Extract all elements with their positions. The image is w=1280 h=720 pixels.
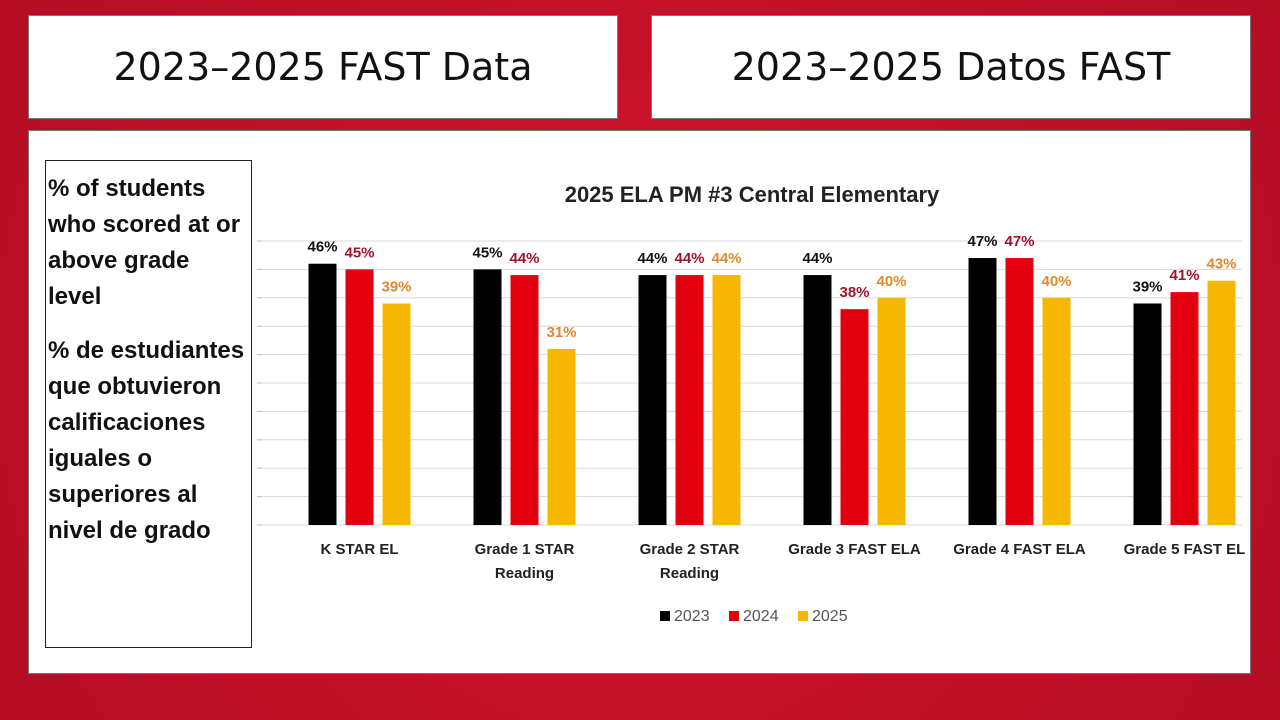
value-label: 40% <box>876 273 906 290</box>
value-label: 44% <box>637 250 667 267</box>
value-label: 43% <box>1206 256 1236 273</box>
value-label: 46% <box>307 239 337 256</box>
sidebar-spanish: % de estudiantes que obtuvieron califica… <box>48 337 245 544</box>
bar <box>382 303 411 525</box>
bar <box>1207 280 1236 525</box>
title-box: 2023–2025 Datos FAST <box>651 15 1251 119</box>
legend-label: 2023 <box>674 608 710 625</box>
bar <box>1170 292 1199 525</box>
bar <box>840 309 869 525</box>
header-title: 2023–2025 FAST Data <box>113 45 533 89</box>
bar <box>1042 297 1071 525</box>
legend-swatch <box>729 611 739 621</box>
value-label: 40% <box>1041 273 1071 290</box>
x-tick-label: Grade 5 FAST EL <box>1123 541 1246 558</box>
value-label: 38% <box>839 284 869 301</box>
x-tick-label: Grade 3 FAST ELA <box>788 541 921 558</box>
value-label: 39% <box>381 278 411 295</box>
chart-title: 2025 ELA PM #3 Central Elementary <box>565 182 940 207</box>
x-tick-label: Grade 2 STAR Reading <box>639 541 740 582</box>
sidebar-english: % of students who scored at or above gra… <box>48 175 241 310</box>
bar <box>803 275 832 525</box>
bar <box>638 275 667 525</box>
bar <box>473 269 502 525</box>
bar <box>1005 258 1034 525</box>
x-label-box: Grade 1 STAR Reading <box>474 541 575 582</box>
value-label: 45% <box>472 244 502 261</box>
bar <box>510 275 539 525</box>
bar <box>968 258 997 525</box>
bar <box>712 275 741 525</box>
value-label: 44% <box>674 250 704 267</box>
x-label-box: Grade 5 FAST EL <box>1123 541 1246 558</box>
title-box: 2023–2025 FAST Data <box>28 15 618 119</box>
x-label-box: K STAR EL <box>320 541 399 558</box>
legend-swatch <box>660 611 670 621</box>
sidebar: % of students who scored at or above gra… <box>45 160 252 648</box>
bar <box>308 263 337 525</box>
bar <box>345 269 374 525</box>
legend-label: 2025 <box>812 608 848 625</box>
x-label-box: Grade 2 STAR Reading <box>639 541 740 582</box>
value-label: 31% <box>546 324 576 341</box>
x-label-box: Grade 3 FAST ELA <box>788 541 921 558</box>
value-label: 41% <box>1169 267 1199 284</box>
value-label: 47% <box>1004 233 1034 250</box>
value-label: 44% <box>711 250 741 267</box>
bar <box>877 297 906 525</box>
value-label: 44% <box>509 250 539 267</box>
x-tick-label: K STAR EL <box>320 541 399 558</box>
bar <box>675 275 704 525</box>
value-label: 47% <box>967 233 997 250</box>
x-tick-label: Grade 4 FAST ELA <box>953 541 1086 558</box>
legend-swatch <box>798 611 808 621</box>
bar <box>547 348 576 525</box>
value-label: 45% <box>344 244 374 261</box>
x-label-box: Grade 4 FAST ELA <box>953 541 1086 558</box>
value-label: 44% <box>802 250 832 267</box>
x-tick-label: Grade 1 STAR Reading <box>474 541 575 582</box>
header-title: 2023–2025 Datos FAST <box>731 45 1171 89</box>
bar <box>1133 303 1162 525</box>
value-label: 39% <box>1132 278 1162 295</box>
legend-label: 2024 <box>743 608 779 625</box>
